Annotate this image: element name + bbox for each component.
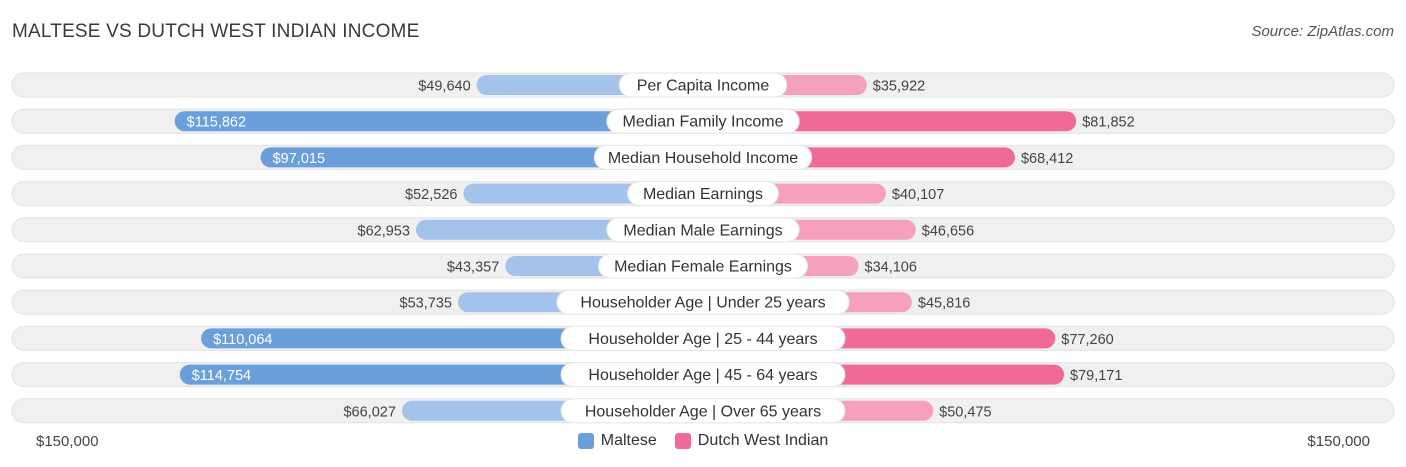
value-label-dutch-west-indian-median-earnings: $40,107: [892, 187, 944, 203]
legend-label-dutch-west-indian: Dutch West Indian: [697, 432, 829, 449]
category-pill-householder-age-45-64-years: [560, 362, 846, 388]
category-label-median-earnings: Median Earnings: [643, 186, 763, 203]
value-label-maltese-householder-age-under-25-years: $53,735: [400, 296, 452, 312]
chart-title: MALTESE VS DUTCH WEST INDIAN INCOME: [12, 21, 420, 42]
bar-maltese-median-family-income: [174, 111, 703, 132]
category-pill-householder-age-over-65-years: [560, 398, 846, 424]
value-label-maltese-median-family-income: $115,862: [187, 115, 246, 131]
value-label-maltese-householder-age-over-65-years: $66,027: [343, 404, 395, 420]
legend-swatch-dutch-west-indian: [674, 433, 691, 449]
category-pill-median-earnings: [627, 181, 779, 207]
legend: Maltese Dutch West Indian: [0, 432, 1406, 450]
category-label-median-household-income: Median Household Income: [608, 150, 798, 167]
category-pill-householder-age-under-25-years: [556, 289, 850, 315]
value-label-dutch-west-indian-householder-age-45-64-years: $79,171: [1070, 368, 1122, 384]
legend-label-maltese: Maltese: [600, 432, 657, 449]
category-label-median-female-earnings: Median Female Earnings: [614, 259, 792, 276]
legend-swatch-maltese: [577, 433, 594, 449]
value-label-dutch-west-indian-householder-age-25-44-years: $77,260: [1061, 332, 1113, 348]
category-pill-median-household-income: [593, 144, 813, 170]
legend-item-maltese[interactable]: Maltese: [577, 432, 657, 450]
value-label-maltese-median-earnings: $52,526: [405, 187, 457, 203]
value-label-dutch-west-indian-median-household-income: $68,412: [1021, 151, 1073, 167]
category-pill-median-female-earnings: [597, 253, 809, 279]
category-label-householder-age-over-65-years: Householder Age | Over 65 years: [585, 403, 821, 420]
value-label-maltese-householder-age-45-64-years: $114,754: [192, 368, 251, 384]
value-label-dutch-west-indian-median-male-earnings: $46,656: [922, 223, 974, 239]
value-label-maltese-median-household-income: $97,015: [273, 151, 325, 167]
value-label-dutch-west-indian-householder-age-under-25-years: $45,816: [918, 296, 970, 312]
value-label-maltese-median-female-earnings: $43,357: [447, 260, 499, 276]
category-label-householder-age-under-25-years: Householder Age | Under 25 years: [580, 295, 825, 312]
value-label-maltese-per-capita-income: $49,640: [418, 79, 470, 95]
source-label: Source: ZipAtlas.com: [1251, 23, 1394, 40]
category-pill-householder-age-25-44-years: [560, 325, 846, 351]
category-label-median-family-income: Median Family Income: [623, 114, 784, 131]
category-pill-per-capita-income: [618, 72, 788, 98]
category-label-per-capita-income: Per Capita Income: [637, 78, 770, 95]
category-pill-median-male-earnings: [606, 217, 800, 243]
axis-right-label: $150,000: [1307, 433, 1370, 450]
legend-item-dutch-west-indian[interactable]: Dutch West Indian: [674, 432, 829, 450]
category-label-householder-age-45-64-years: Householder Age | 45 - 64 years: [588, 367, 817, 384]
value-label-dutch-west-indian-per-capita-income: $35,922: [873, 79, 925, 95]
value-label-dutch-west-indian-householder-age-over-65-years: $50,475: [939, 404, 991, 420]
category-pill-median-family-income: [606, 108, 800, 134]
category-label-median-male-earnings: Median Male Earnings: [623, 222, 782, 239]
category-label-householder-age-25-44-years: Householder Age | 25 - 44 years: [588, 331, 817, 348]
value-label-maltese-median-male-earnings: $62,953: [358, 223, 410, 239]
value-label-dutch-west-indian-median-family-income: $81,852: [1082, 115, 1134, 131]
value-label-dutch-west-indian-median-female-earnings: $34,106: [865, 260, 917, 276]
income-chart: $49,640 $35,922 Per Capita Income $115,862 $…: [11, 72, 1395, 424]
axis-left-label: $150,000: [36, 433, 99, 450]
value-label-maltese-householder-age-25-44-years: $110,064: [213, 332, 272, 348]
bar-maltese-median-household-income: [260, 147, 703, 168]
